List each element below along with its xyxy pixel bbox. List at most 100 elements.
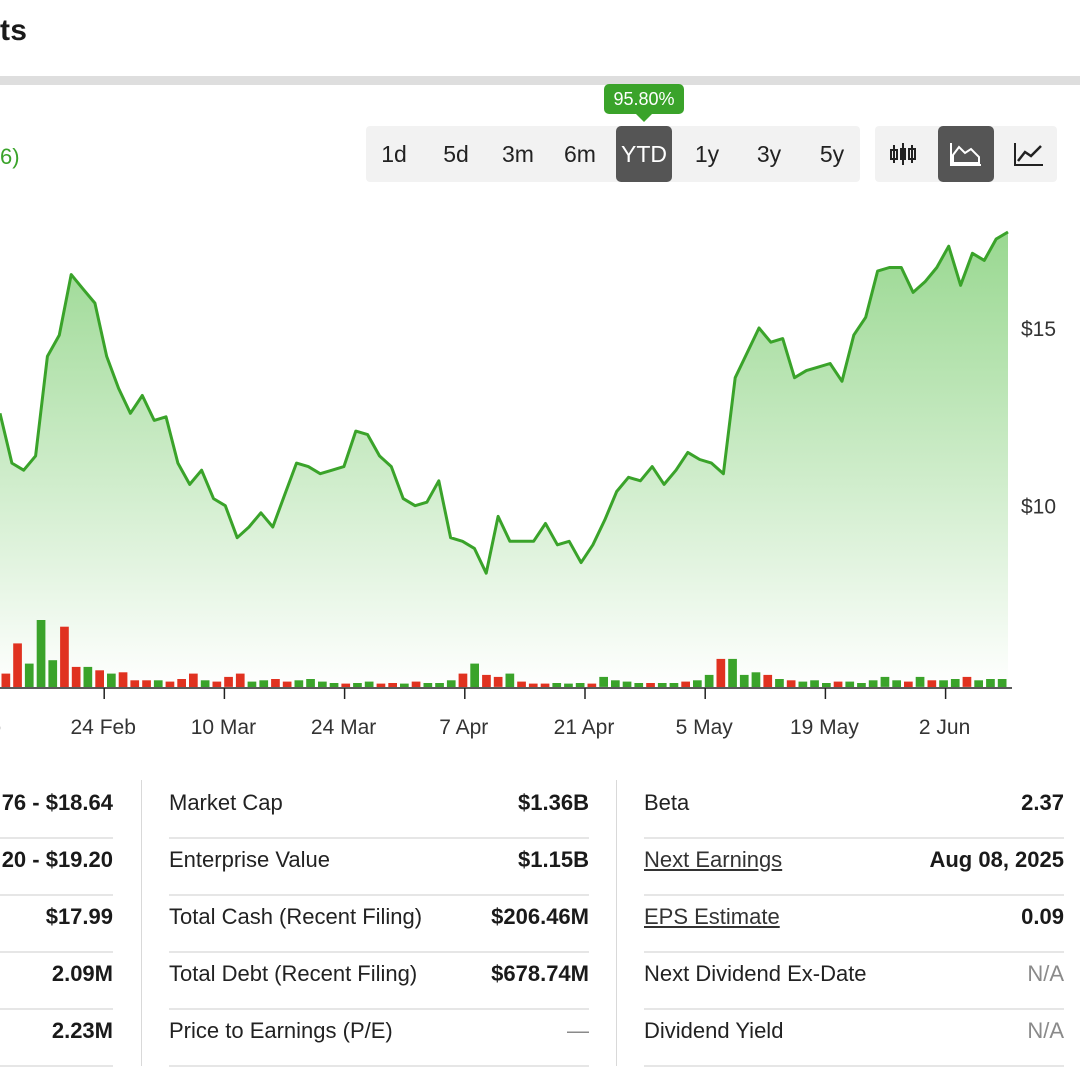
candlestick-chart-button[interactable] xyxy=(875,126,931,182)
volume-bar xyxy=(400,683,409,687)
volume-bar xyxy=(271,679,280,687)
volume-bar xyxy=(950,679,960,687)
volume-bar xyxy=(751,672,761,687)
range-1y-button[interactable]: 1y xyxy=(694,141,720,167)
x-tick-label: Feb xyxy=(0,716,1,739)
volume-bar xyxy=(786,680,796,687)
stat-value: Aug 08, 2025 xyxy=(929,847,1064,872)
volume-bar xyxy=(798,681,808,687)
y-tick-label: $10 xyxy=(1021,496,1056,519)
range-1d-button[interactable]: 1d xyxy=(381,141,407,167)
stat-row: $17.99 xyxy=(0,894,113,953)
stat-value: 2.37 xyxy=(1021,790,1064,815)
volume-bar xyxy=(1,673,11,687)
x-tick-label: 5 May xyxy=(676,716,734,739)
volume-bar xyxy=(704,674,714,687)
stat-value: 2.09M xyxy=(51,961,113,986)
stat-row-next-dividend: Next Dividend Ex-Date N/A xyxy=(644,951,1064,1010)
stat-label: Market Cap xyxy=(169,790,283,815)
volume-bar xyxy=(48,660,58,687)
stat-row-beta: Beta 2.37 xyxy=(644,780,1064,839)
price-chart: Feb 24 Feb 10 Mar 24 Mar 7 Apr 21 Apr 5 May 19 … xyxy=(0,230,1056,739)
range-5y-button[interactable]: 5y xyxy=(819,141,845,167)
volume-bar xyxy=(329,683,339,687)
volume-bar xyxy=(212,681,222,687)
volume-bar xyxy=(388,683,397,687)
volume-bar xyxy=(493,676,503,687)
volume-bar xyxy=(505,673,515,687)
price-change-percent: 6) xyxy=(0,144,20,169)
volume-bar xyxy=(880,676,890,687)
volume-bar xyxy=(540,683,550,687)
stat-row: 20 - $19.20 xyxy=(0,837,113,896)
range-3y-button[interactable]: 3y xyxy=(756,141,782,167)
volume-bar xyxy=(927,680,937,687)
volume-bar xyxy=(575,683,585,687)
stat-row-next-earnings: Next Earnings Aug 08, 2025 xyxy=(644,837,1064,896)
stat-value: $678.74M xyxy=(491,961,589,986)
stat-row-eps-estimate: EPS Estimate 0.09 xyxy=(644,894,1064,953)
volume-bar xyxy=(446,680,456,687)
volume-bar xyxy=(904,681,913,687)
volume-bar xyxy=(458,673,468,687)
line-chart-button[interactable] xyxy=(1001,126,1057,182)
chart-type-selector xyxy=(875,126,1057,182)
volume-bar xyxy=(657,683,667,687)
volume-bar xyxy=(13,643,22,687)
stat-row: 2.23M xyxy=(0,1008,113,1067)
y-tick-label: $15 xyxy=(1021,318,1056,341)
x-tick-label: 24 Feb xyxy=(71,716,136,739)
volume-bar xyxy=(552,683,562,687)
volume-bar xyxy=(353,683,362,687)
volume-bar xyxy=(107,673,116,687)
range-3m-button[interactable]: 3m xyxy=(502,141,534,167)
volume-bar xyxy=(423,683,433,687)
volume-bar xyxy=(200,680,210,687)
ytd-change-badge: 95.80% xyxy=(604,84,684,122)
range-5d-button[interactable]: 5d xyxy=(443,141,469,167)
volume-bar xyxy=(376,683,386,687)
volume-bar xyxy=(986,679,995,687)
stat-label: Total Cash (Recent Filing) xyxy=(169,904,423,929)
header-divider xyxy=(0,76,1080,85)
volume-bar xyxy=(997,679,1007,687)
volume-bar xyxy=(36,620,46,687)
stat-label: Enterprise Value xyxy=(169,847,331,872)
stat-value: 0.09 xyxy=(1021,904,1064,929)
stat-row-total-debt: Total Debt (Recent Filing) $678.74M xyxy=(169,951,589,1010)
volume-bar xyxy=(599,676,608,687)
stat-label: Total Debt (Recent Filing) xyxy=(169,961,418,986)
area-chart-button[interactable] xyxy=(938,126,994,182)
next-earnings-link[interactable]: Next Earnings xyxy=(644,847,783,872)
volume-bar xyxy=(470,663,479,687)
x-tick-label: 2 Jun xyxy=(919,716,970,739)
stat-value: N/A xyxy=(1027,1018,1064,1043)
volume-bar xyxy=(693,680,702,687)
volume-bar xyxy=(939,680,948,687)
volume-bar xyxy=(646,683,655,687)
line-chart-icon xyxy=(1014,143,1043,166)
stat-row-dividend-yield: Dividend Yield N/A xyxy=(644,1008,1064,1067)
volume-bar xyxy=(247,681,257,687)
volume-bar xyxy=(95,670,104,688)
volume-bar xyxy=(318,681,327,687)
stat-row-market-cap: Market Cap $1.36B xyxy=(169,780,589,839)
stat-row: 76 - $18.64 xyxy=(0,780,113,839)
stat-value: 2.23M xyxy=(51,1018,113,1043)
x-tick-label: 10 Mar xyxy=(191,716,256,739)
stat-row-pe-ratio: Price to Earnings (P/E) — xyxy=(169,1008,589,1067)
eps-estimate-link[interactable]: EPS Estimate xyxy=(644,904,780,929)
candlestick-chart-icon xyxy=(890,143,916,165)
volume-bar xyxy=(833,681,843,687)
stat-value: $17.99 xyxy=(45,904,113,929)
range-ytd-button[interactable]: YTD xyxy=(616,126,672,182)
volume-bar xyxy=(622,681,632,687)
range-6m-button[interactable]: 6m xyxy=(564,141,596,167)
volume-bar xyxy=(517,681,526,687)
stat-row-total-cash: Total Cash (Recent Filing) $206.46M xyxy=(169,894,589,953)
price-line xyxy=(0,230,1009,575)
x-tick-label: 24 Mar xyxy=(311,716,376,739)
column-divider xyxy=(141,780,142,1066)
stat-value: 76 - $18.64 xyxy=(1,790,113,815)
area-chart-icon xyxy=(950,143,981,166)
